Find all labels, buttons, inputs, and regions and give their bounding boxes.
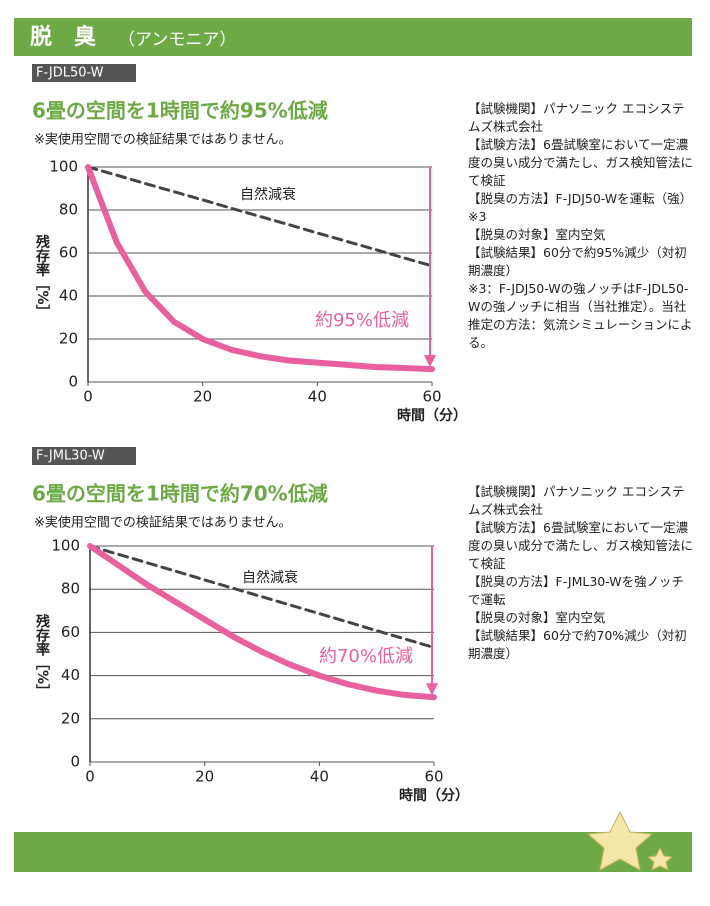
info-line: 【脱臭の対象】室内空気 [468,610,606,625]
y-tick-label: 0 [68,373,78,391]
y-tick-label: 100 [49,158,78,176]
y-tick-label: 20 [61,709,80,727]
chart-note: ※実使用空間での検証結果ではありません。 [34,515,292,531]
chart-title: 6畳の空間を1時間で約70%低減 [32,482,328,506]
x-axis-label: 時間（分） [399,787,469,804]
info-block: 【試験機関】パナソニック エコシステムズ株式会社 【試験方法】6畳試験室において一… [468,483,694,663]
info-line: 【試験方法】6畳試験室において一定濃度の臭い成分で満たし、ガス検知管法にて検証 [468,137,694,188]
info-line: 【脱臭の対象】室内空気 [468,227,606,242]
header-subtitle: （アンモニア） [118,30,236,50]
y-tick-label: 0 [70,753,80,771]
y-axis-label: 残存率［%］ [34,234,50,319]
model-label: F-JML30-W [36,449,105,464]
header-title: 脱 臭 [30,24,96,50]
star-decoration [586,810,674,871]
data-line [87,543,437,701]
data-line [85,164,435,373]
x-tick-label: 40 [308,388,327,406]
annotation: 約70%低減 [319,646,413,667]
header-bar [14,18,692,56]
footer-bar [14,832,692,872]
annotation: 約95%低減 [315,310,409,331]
y-tick-label: 20 [59,330,78,348]
x-axis-label: 時間（分） [397,407,467,424]
x-tick-label: 60 [424,768,443,786]
info-line: 【脱臭の方法】F-JML30-Wを強ノッチで運転 [468,574,684,607]
info-line: 【試験方法】6畳試験室において一定濃度の臭い成分で満たし、ガス検知管法にて検証 [468,520,694,571]
y-tick-label: 80 [59,201,78,219]
info-line: ※3：F-JDJ50-Wの強ノッチはF-JDL50-Wの強ノッチに相当（当社推定… [468,281,693,350]
y-tick-label: 60 [61,623,80,641]
x-tick-label: 40 [310,768,329,786]
chart-note: ※実使用空間での検証結果ではありません。 [34,132,292,148]
y-tick-label: 40 [61,666,80,684]
arrow-head [426,683,438,696]
info-line: 【試験結果】60分で約95%減少（対初期濃度） [468,245,687,278]
y-tick-label: 60 [59,244,78,262]
info-line: 【脱臭の方法】F-JDJ50-Wを運転（強）※3 [468,191,693,224]
line-label: 自然減衰 [242,569,298,586]
model-badge [32,447,136,465]
x-tick-label: 20 [195,768,214,786]
y-tick-label: 80 [61,580,80,598]
y-axis-label: 残存率［%］ [34,613,50,698]
info-line: 【試験機関】パナソニック エコシステムズ株式会社 [468,101,685,134]
x-tick-label: 20 [193,388,212,406]
x-tick-label: 0 [83,388,93,406]
y-tick-label: 100 [51,537,80,555]
chart-title: 6畳の空間を1時間で約95%低減 [32,99,328,123]
arrow-head [424,355,436,368]
info-block: 【試験機関】パナソニック エコシステムズ株式会社 【試験方法】6畳試験室において一… [468,100,694,352]
data-line [88,544,436,650]
info-line: 【試験機関】パナソニック エコシステムズ株式会社 [468,484,685,517]
x-tick-label: 0 [85,768,95,786]
model-label: F-JDL50-W [36,66,104,81]
data-line [86,165,434,268]
model-badge [32,64,136,82]
y-tick-label: 40 [59,287,78,305]
info-line: 【試験結果】60分で約70%減少（対初期濃度） [468,628,687,661]
x-tick-label: 60 [422,388,441,406]
line-label: 自然減衰 [240,186,296,203]
